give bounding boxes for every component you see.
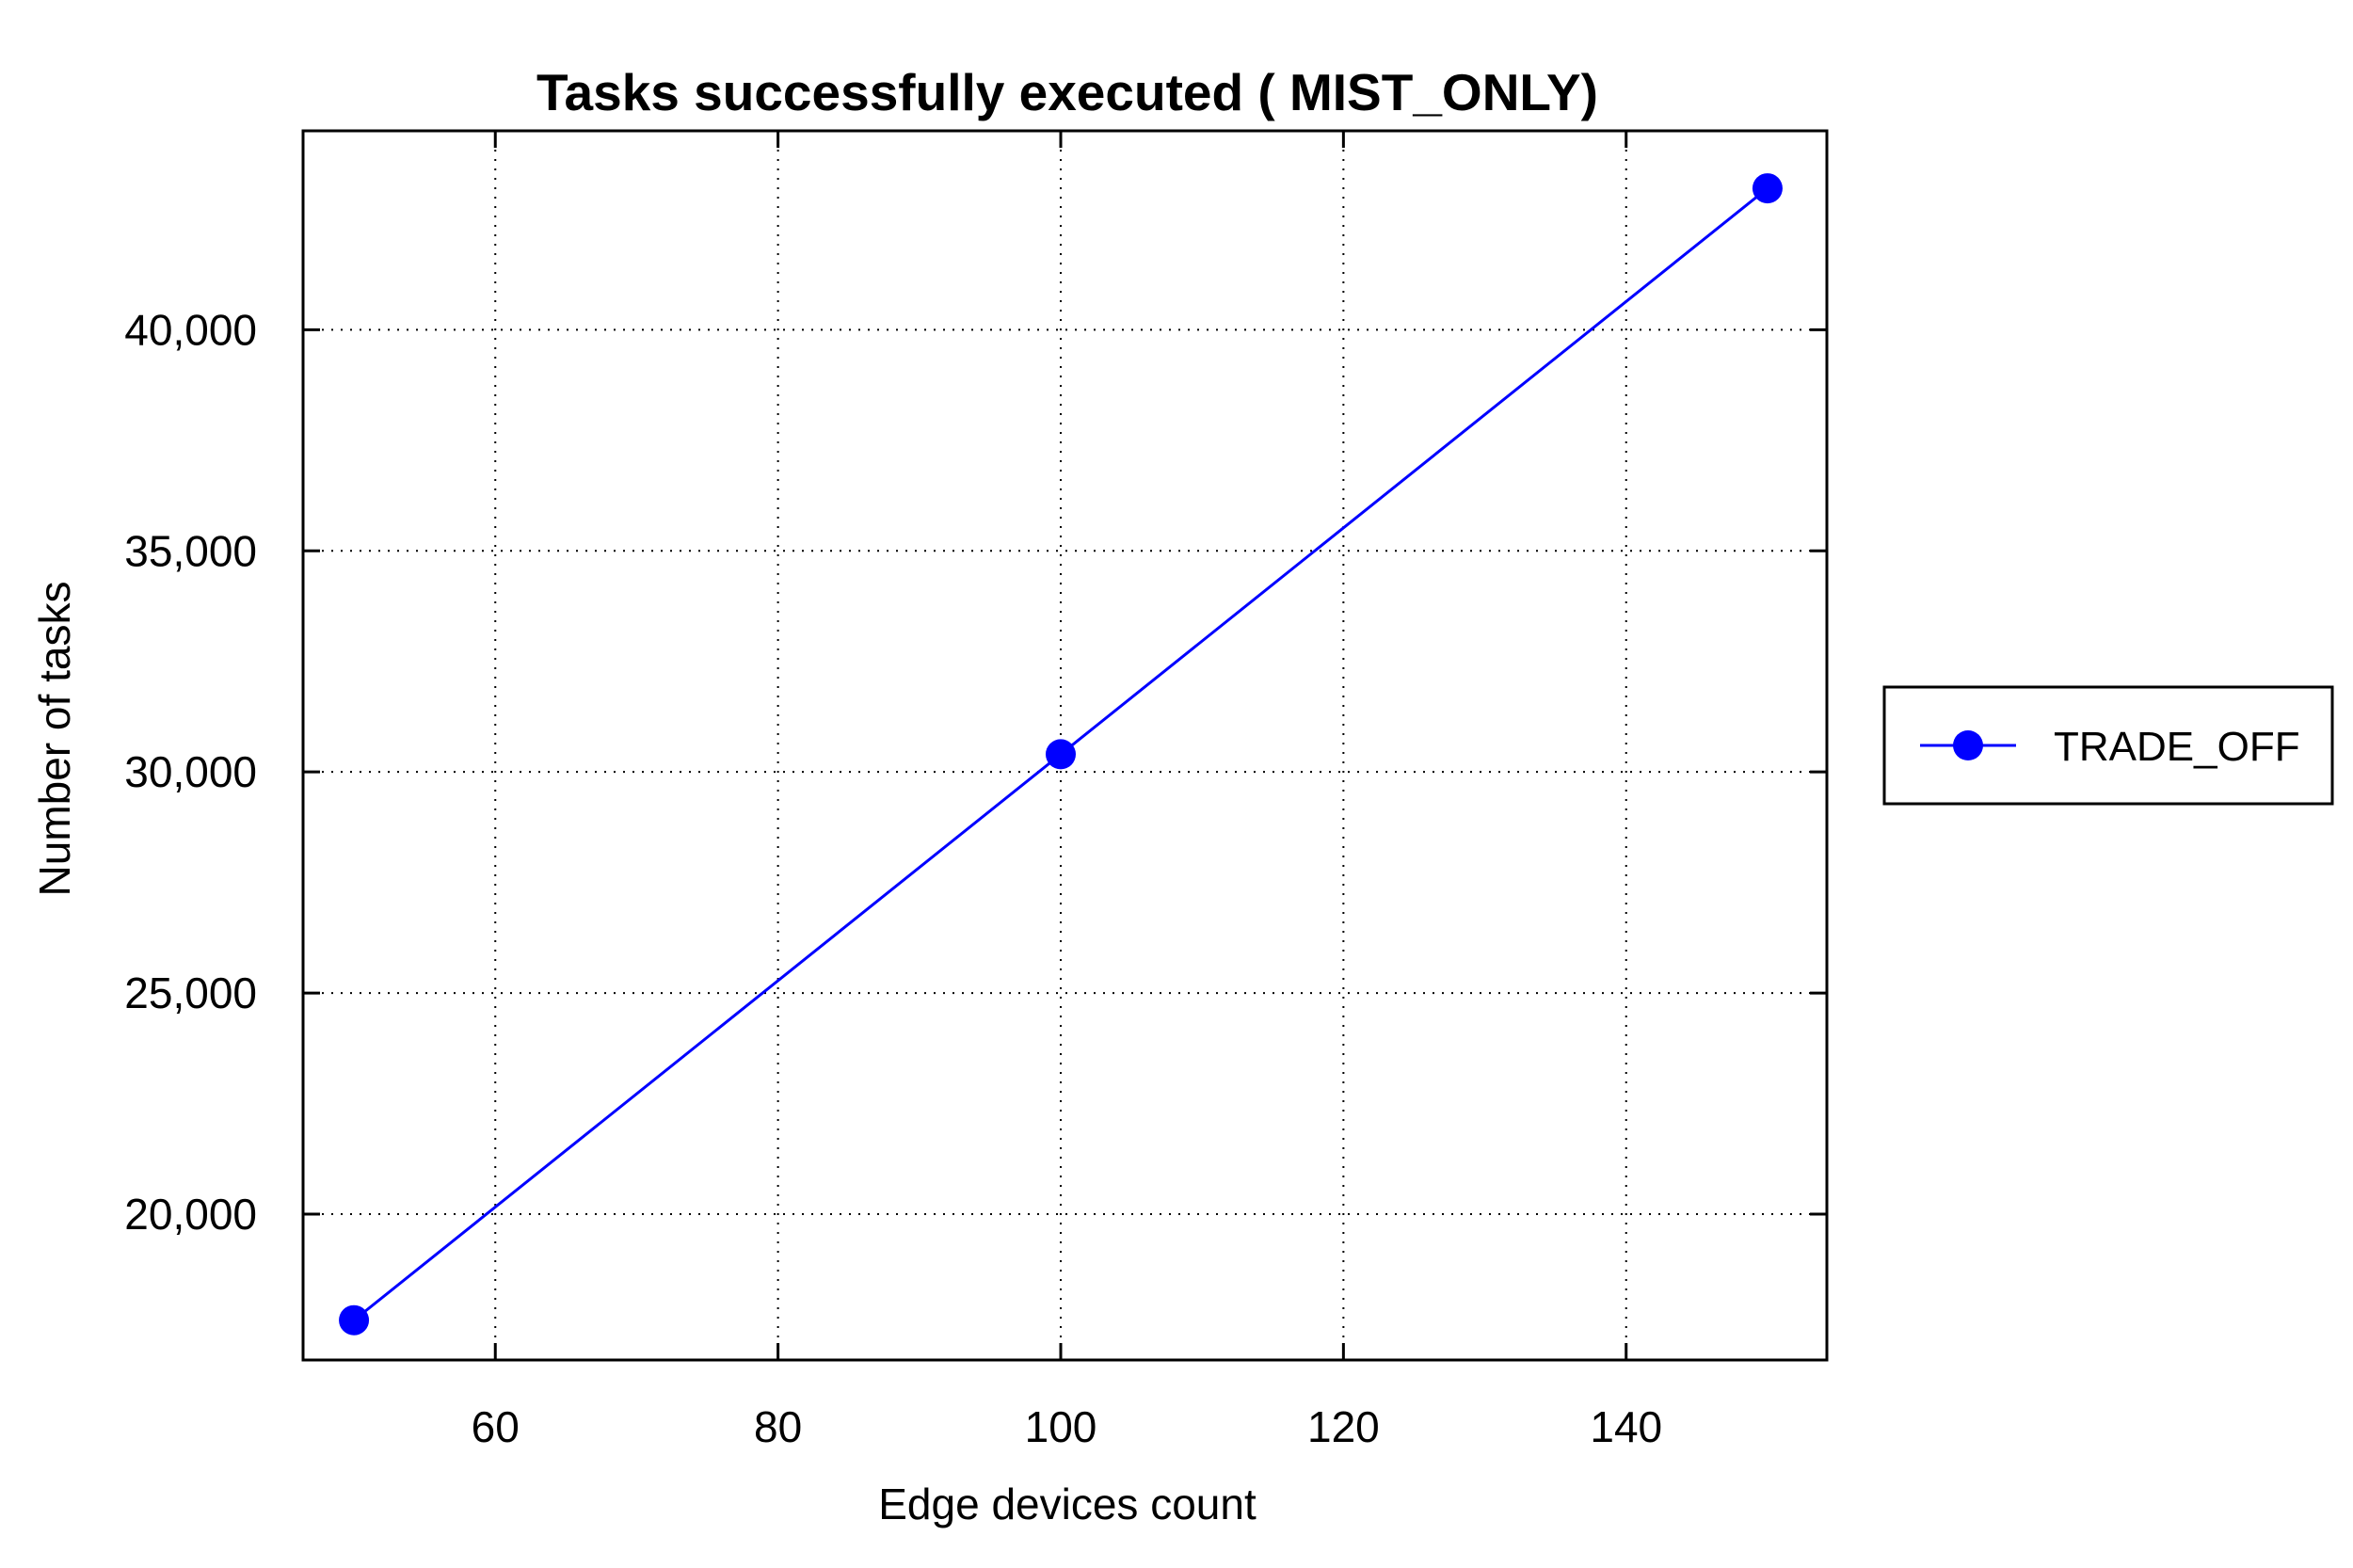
data-point (1752, 173, 1783, 204)
data-point (1045, 739, 1076, 770)
x-tick-label: 120 (1307, 1402, 1380, 1451)
x-axis-label: Edge devices count (878, 1480, 1257, 1528)
y-axis-label: Number of tasks (30, 582, 79, 897)
x-tick-label: 140 (1590, 1402, 1662, 1451)
y-tick-label: 30,000 (124, 747, 257, 796)
legend-marker-swatch (1953, 730, 1983, 760)
legend-box (1882, 685, 2334, 806)
y-tick-label: 25,000 (124, 968, 257, 1017)
axis-ticks (303, 131, 1827, 1360)
y-tick-label: 40,000 (124, 305, 257, 354)
legend: TRADE_OFF (1882, 685, 2334, 806)
x-tick-label: 80 (754, 1402, 802, 1451)
y-tick-label: 35,000 (124, 526, 257, 575)
legend-label-trade-off: TRADE_OFF (2054, 724, 2300, 770)
y-tick-label: 20,000 (124, 1190, 257, 1239)
series-trade-off (339, 173, 1783, 1336)
x-tick-label: 100 (1025, 1402, 1097, 1451)
y-tick-labels: 20,000 25,000 30,000 35,000 40,000 (124, 305, 257, 1239)
x-tick-label: 60 (472, 1402, 520, 1451)
plot-area (301, 129, 1829, 1362)
x-tick-labels: 60 80 100 120 140 (472, 1402, 1662, 1451)
chart-title: Tasks successfully executed ( MIST_ONLY) (536, 63, 1598, 121)
data-point (339, 1304, 370, 1336)
